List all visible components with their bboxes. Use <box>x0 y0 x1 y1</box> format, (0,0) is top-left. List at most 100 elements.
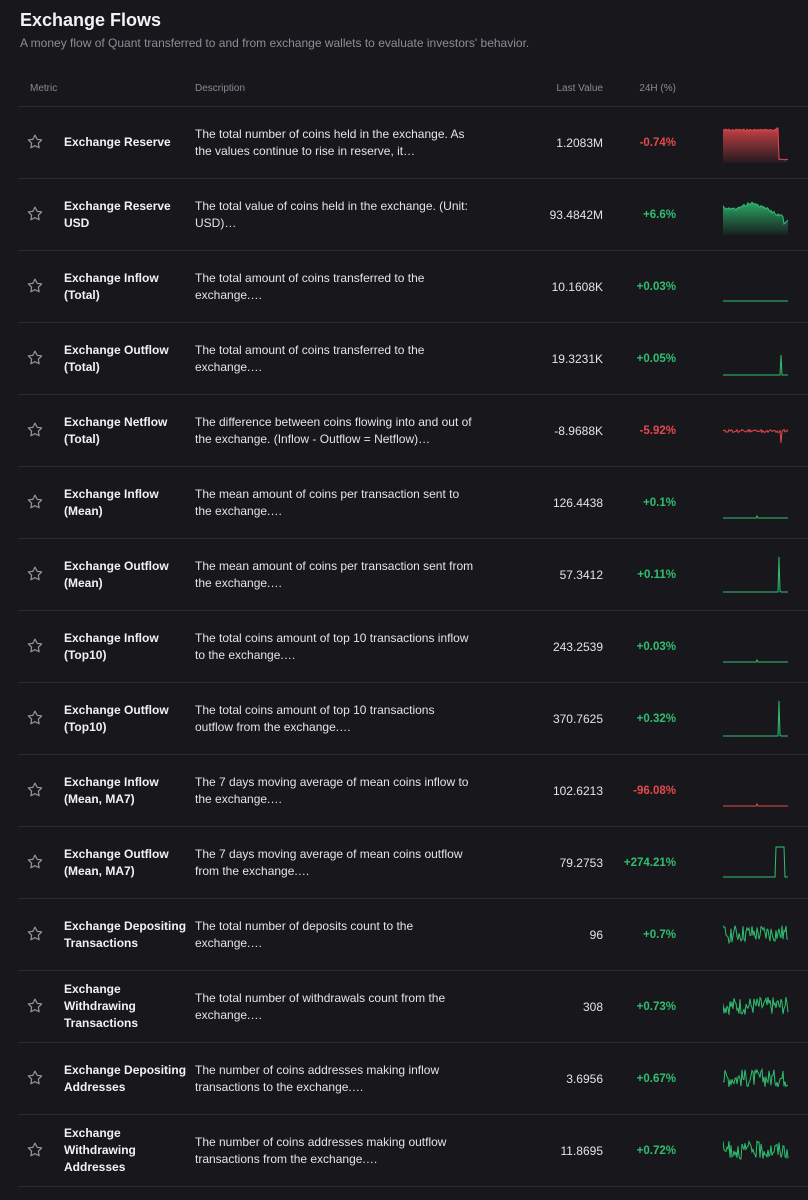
star-icon[interactable] <box>26 853 44 871</box>
metric-name[interactable]: Exchange Inflow (Mean, MA7) <box>64 774 159 806</box>
last-value: 79.2753 <box>559 855 603 870</box>
metric-description: The number of coins addresses making inf… <box>195 1062 440 1094</box>
metric-name[interactable]: Exchange Outflow (Total) <box>64 342 169 374</box>
star-icon[interactable] <box>26 277 44 295</box>
table-row[interactable]: Exchange Reserve USD The total value of c… <box>18 179 808 251</box>
last-value: 96 <box>589 927 603 942</box>
table-row[interactable]: Exchange Withdrawing Addresses The number… <box>18 1115 808 1187</box>
sparkline-chart[interactable] <box>723 627 789 667</box>
change-24h: +0.03% <box>636 640 676 653</box>
table-row[interactable]: Exchange Inflow (Mean) The mean amount of… <box>18 467 808 539</box>
metric-name[interactable]: Exchange Inflow (Top10) <box>64 630 159 662</box>
metric-name[interactable]: Exchange Depositing Addresses <box>64 1062 187 1094</box>
change-24h: +0.05% <box>636 352 676 365</box>
last-value: 93.4842M <box>549 207 603 222</box>
table-body: Exchange Reserve The total number of coin… <box>18 107 808 1187</box>
star-icon[interactable] <box>26 421 44 439</box>
sparkline-chart[interactable] <box>723 555 789 595</box>
table-row[interactable]: Exchange Outflow (Mean, MA7) The 7 days m… <box>18 827 808 899</box>
metric-name[interactable]: Exchange Outflow (Mean, MA7) <box>64 846 169 878</box>
sparkline-line <box>723 658 788 663</box>
sparkline-line <box>723 127 789 161</box>
sparkline-chart[interactable] <box>723 699 789 739</box>
metric-name[interactable]: Exchange Netflow (Total) <box>64 414 168 446</box>
column-header-last-value[interactable]: Last Value <box>556 83 603 94</box>
metric-name[interactable]: Exchange Reserve <box>64 135 171 149</box>
table-row[interactable]: Exchange Inflow (Top10) The total coins a… <box>18 611 808 683</box>
sparkline-chart[interactable] <box>723 1059 789 1099</box>
metric-name[interactable]: Exchange Withdrawing Transactions <box>64 982 139 1030</box>
last-value: 243.2539 <box>552 639 603 654</box>
metric-description: The 7 days moving average of mean coins … <box>195 846 463 878</box>
sparkline-chart[interactable] <box>723 195 789 235</box>
metric-name[interactable]: Exchange Inflow (Total) <box>64 270 159 302</box>
sparkline-chart[interactable] <box>723 771 789 811</box>
sparkline-line <box>723 556 788 593</box>
table-row[interactable]: Exchange Reserve The total number of coin… <box>18 107 808 179</box>
change-24h: +0.73% <box>636 1000 676 1013</box>
sparkline-line <box>723 996 789 1015</box>
sparkline-chart[interactable] <box>723 411 789 451</box>
star-icon[interactable] <box>26 1141 44 1159</box>
metric-name[interactable]: Exchange Withdrawing Addresses <box>64 1126 136 1174</box>
sparkline-chart[interactable] <box>723 339 789 379</box>
sparkline-chart[interactable] <box>723 843 789 883</box>
star-icon[interactable] <box>26 709 44 727</box>
sparkline-line <box>723 1067 789 1088</box>
table-row[interactable]: Exchange Withdrawing Transactions The tot… <box>18 971 808 1043</box>
change-24h: +0.72% <box>636 1144 676 1157</box>
last-value: -8.9688K <box>554 423 603 438</box>
last-value: 11.8695 <box>560 1143 604 1158</box>
metric-description: The total number of withdrawals count fr… <box>195 990 446 1022</box>
metric-name[interactable]: Exchange Inflow (Mean) <box>64 486 159 518</box>
star-icon[interactable] <box>26 205 44 223</box>
sparkline-line <box>723 846 788 878</box>
table-row[interactable]: Exchange Inflow (Total) The total amount … <box>18 251 808 323</box>
last-value: 57.3412 <box>559 567 603 582</box>
star-icon[interactable] <box>26 349 44 367</box>
star-icon[interactable] <box>26 1069 44 1087</box>
exchange-flows-table: Metric Description Last Value 24H (%) Ex… <box>18 72 808 1187</box>
table-row[interactable]: Exchange Outflow (Mean) The mean amount o… <box>18 539 808 611</box>
star-icon[interactable] <box>26 781 44 799</box>
sparkline-chart[interactable] <box>723 123 789 163</box>
metric-description: The total number of deposits count to th… <box>195 918 414 950</box>
column-header-24h[interactable]: 24H (%) <box>639 83 676 94</box>
star-icon[interactable] <box>26 493 44 511</box>
metric-description: The total coins amount of top 10 transac… <box>195 630 469 662</box>
change-24h: -5.92% <box>639 424 676 437</box>
metric-name[interactable]: Exchange Outflow (Mean) <box>64 558 169 590</box>
table-row[interactable]: Exchange Depositing Transactions The tota… <box>18 899 808 971</box>
metric-description: The total coins amount of top 10 transac… <box>195 702 435 734</box>
change-24h: -0.74% <box>639 136 676 149</box>
table-row[interactable]: Exchange Outflow (Top10) The total coins … <box>18 683 808 755</box>
table-row[interactable]: Exchange Inflow (Mean, MA7) The 7 days mo… <box>18 755 808 827</box>
star-icon[interactable] <box>26 925 44 943</box>
sparkline-chart[interactable] <box>723 915 789 955</box>
table-header: Metric Description Last Value 24H (%) <box>18 72 808 107</box>
metric-description: The total number of coins held in the ex… <box>195 126 465 158</box>
last-value: 3.6956 <box>566 1071 603 1086</box>
star-icon[interactable] <box>26 997 44 1015</box>
table-row[interactable]: Exchange Depositing Addresses The number … <box>18 1043 808 1115</box>
metric-name[interactable]: Exchange Reserve USD <box>64 198 171 230</box>
sparkline-area <box>723 128 788 163</box>
column-header-metric[interactable]: Metric <box>30 83 58 94</box>
sparkline-line <box>723 514 788 519</box>
last-value: 370.7625 <box>552 711 603 726</box>
change-24h: +0.32% <box>636 712 676 725</box>
table-row[interactable]: Exchange Outflow (Total) The total amount… <box>18 323 808 395</box>
sparkline-chart[interactable] <box>723 267 789 307</box>
table-row[interactable]: Exchange Netflow (Total) The difference b… <box>18 395 808 467</box>
sparkline-chart[interactable] <box>723 483 789 523</box>
sparkline-chart[interactable] <box>723 1131 789 1171</box>
change-24h: +0.1% <box>643 496 676 509</box>
metric-description: The 7 days moving average of mean coins … <box>195 774 469 806</box>
star-icon[interactable] <box>26 637 44 655</box>
metric-name[interactable]: Exchange Depositing Transactions <box>64 918 187 950</box>
metric-name[interactable]: Exchange Outflow (Top10) <box>64 702 169 734</box>
star-icon[interactable] <box>26 565 44 583</box>
change-24h: +274.21% <box>623 856 676 869</box>
sparkline-chart[interactable] <box>723 987 789 1027</box>
star-icon[interactable] <box>26 133 44 151</box>
